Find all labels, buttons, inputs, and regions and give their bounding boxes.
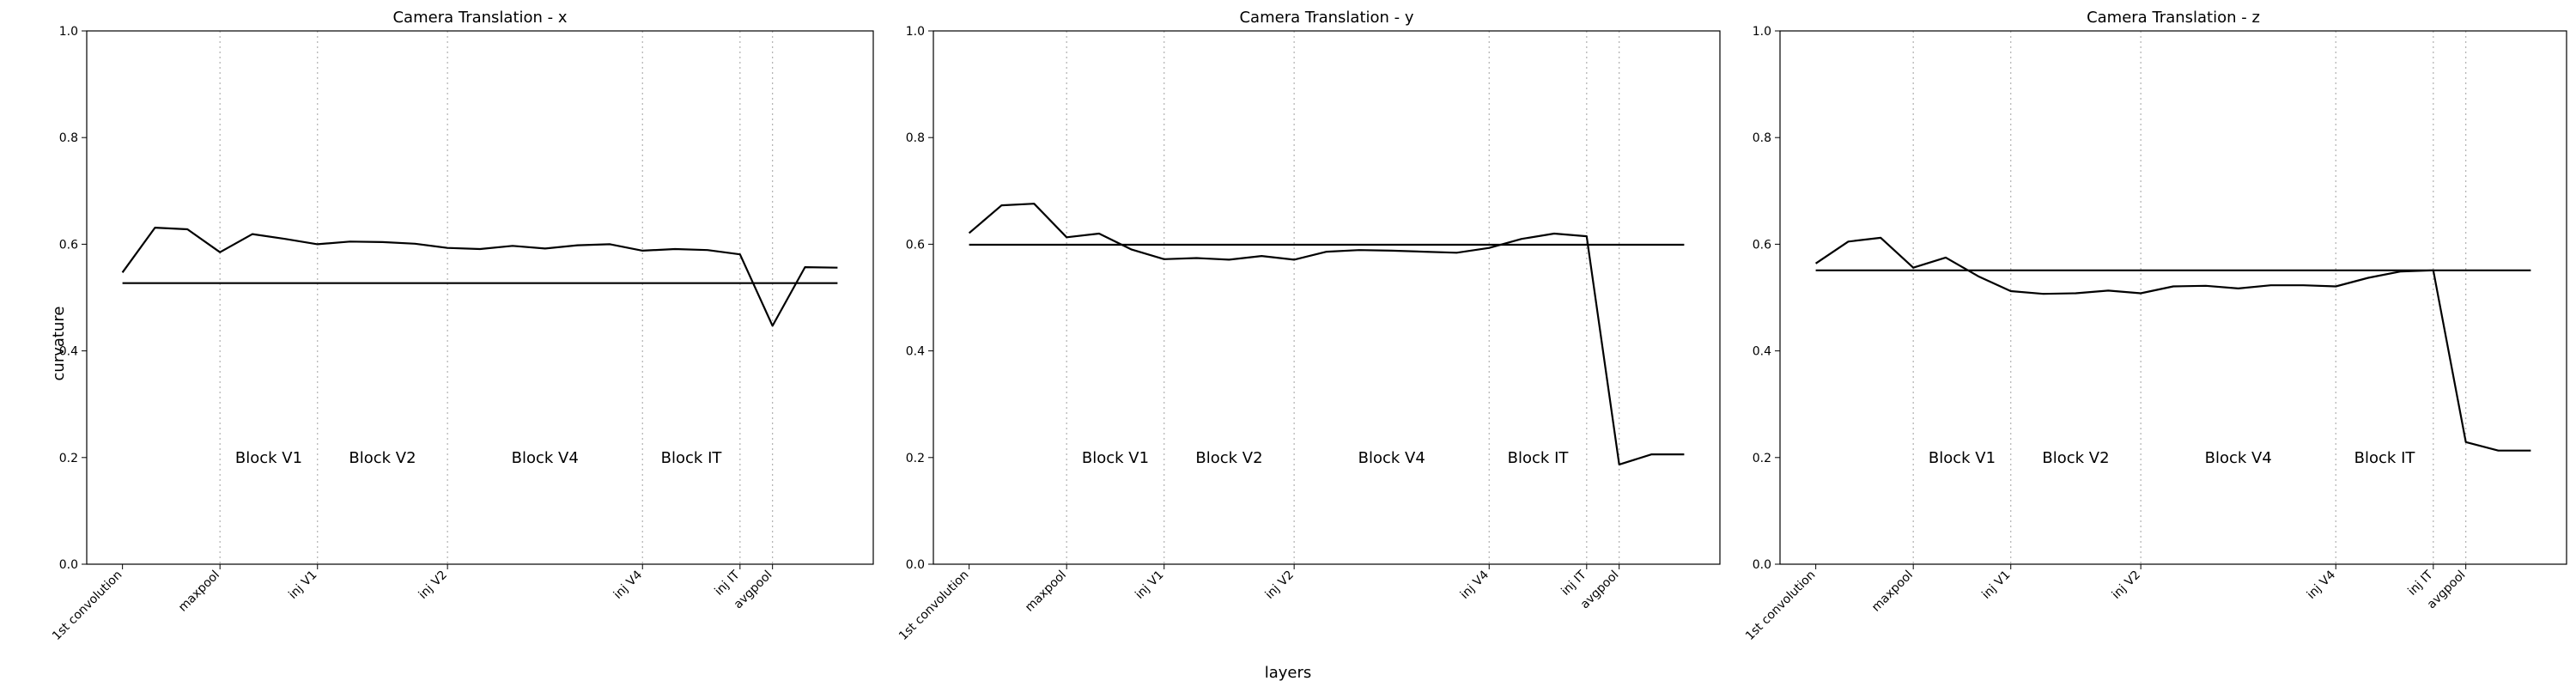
y-tick-label: 0.8 (59, 131, 78, 145)
block-annotation: Block IT (661, 449, 723, 467)
chart-title: Camera Translation - y (1239, 9, 1413, 27)
x-tick-label: inj V4 (1458, 568, 1492, 601)
block-annotation: Block IT (1508, 449, 1570, 467)
plot-frame (86, 30, 874, 565)
chart-panel-2: Camera Translation - y 0.0 0.2 0.4 0.6 0.8 1.0… (896, 9, 1721, 643)
y-tick-label: 0.4 (1753, 345, 1771, 359)
y-tick-label: 0.0 (1753, 558, 1771, 572)
curvature-series-line (968, 203, 1685, 466)
x-tick-label: inj V2 (416, 568, 450, 602)
y-tick-label: 0.2 (906, 452, 925, 465)
figure-x-axis-label: layers (1265, 664, 1312, 682)
y-tick-label: 0.4 (906, 345, 925, 359)
y-tick-label: 0.2 (59, 452, 78, 465)
figure-y-axis-label: curvature (50, 307, 68, 381)
y-tick-label: 0.4 (59, 345, 78, 359)
block-annotation: Block V1 (235, 449, 302, 467)
y-tick-label: 0.8 (1753, 131, 1771, 145)
curvature-series-line (121, 227, 838, 327)
block-annotation: Block V4 (1358, 449, 1425, 467)
y-tick-label: 0.0 (906, 558, 925, 572)
y-tick-label: 0.6 (59, 238, 78, 252)
block-annotation: Block V1 (1082, 449, 1149, 467)
x-tick-label: maxpool (176, 568, 222, 615)
y-tick-label: 0.6 (906, 238, 925, 252)
block-annotation: Block V1 (1929, 449, 1996, 467)
plot-frame (1779, 30, 2567, 565)
y-tick-label: 0.6 (1753, 238, 1771, 252)
y-tick-label: 1.0 (59, 25, 78, 39)
x-tick-label: inj IT (1558, 568, 1589, 599)
chart-panel-1: Camera Translation - x 0.0 0.2 0.4 0.6 0.8 1.0… (50, 9, 874, 643)
x-tick-label: inj V2 (2110, 568, 2143, 602)
y-tick-label: 1.0 (906, 25, 925, 39)
chart-panels: Camera Translation - x 0.0 0.2 0.4 0.6 0.8 1.0… (50, 9, 2567, 643)
x-tick-label: inj IT (712, 568, 743, 599)
block-annotation: Block V2 (1195, 449, 1262, 467)
x-tick-label: inj V4 (611, 568, 645, 601)
block-annotation: Block V2 (2042, 449, 2109, 467)
x-tick-label: 1st convolution (896, 568, 971, 643)
y-tick-label: 0.0 (59, 558, 78, 572)
x-tick-label: inj V1 (1133, 568, 1166, 602)
plot-frame (933, 30, 1721, 565)
x-tick-label: 1st convolution (50, 568, 125, 643)
block-annotation: Block V4 (2205, 449, 2272, 467)
x-tick-label: inj V4 (2305, 568, 2338, 601)
block-annotation: Block V2 (349, 449, 416, 467)
x-tick-label: maxpool (1023, 568, 1069, 615)
x-tick-label: inj V1 (1979, 568, 2013, 602)
chart-panel-3: Camera Translation - z 0.0 0.2 0.4 0.6 0.8 1.0… (1743, 9, 2567, 643)
y-tick-label: 0.2 (1753, 452, 1771, 465)
y-tick-label: 0.8 (906, 131, 925, 145)
block-annotation: Block V4 (512, 449, 579, 467)
x-tick-label: inj V2 (1263, 568, 1297, 602)
y-tick-label: 1.0 (1753, 25, 1771, 39)
chart-title: Camera Translation - z (2087, 9, 2260, 27)
chart-title: Camera Translation - x (392, 9, 567, 27)
x-tick-label: inj V1 (286, 568, 319, 602)
block-annotation: Block IT (2354, 449, 2416, 467)
x-tick-label: maxpool (1869, 568, 1916, 615)
x-tick-label: 1st convolution (1743, 568, 1818, 643)
x-tick-label: inj IT (2405, 568, 2436, 599)
